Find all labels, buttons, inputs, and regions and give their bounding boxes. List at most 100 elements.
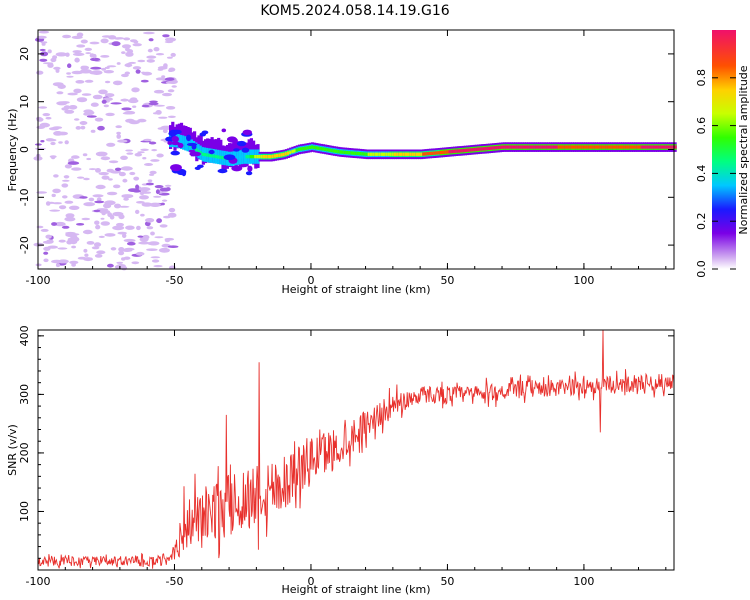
ridge-cell-core: [616, 145, 620, 149]
noise-blob: [81, 93, 92, 96]
ridge-cell-core: [297, 147, 302, 151]
onset-blob: [247, 165, 253, 172]
ridge-cell-core: [583, 145, 588, 149]
noise-blob: [67, 92, 78, 96]
noise-blob: [137, 235, 144, 238]
ridge-cell-core: [315, 146, 319, 150]
noise-blob: [117, 231, 127, 235]
ridge-cell-core: [540, 145, 544, 149]
x-tick-label: 0: [307, 274, 314, 287]
noise-blob: [155, 77, 166, 81]
noise-blob: [98, 89, 108, 95]
ridge-cell-core: [245, 155, 249, 159]
ridge-cell-core: [446, 150, 450, 154]
ridge-cell-core: [610, 145, 614, 149]
ridge-cell-core: [634, 145, 638, 149]
ridge-cell-core: [614, 145, 618, 149]
noise-blob: [89, 53, 95, 58]
ridge-cell-core: [557, 145, 561, 149]
ridge-cell-core: [210, 154, 214, 158]
noise-blob: [168, 207, 176, 213]
ridge-cell-core: [664, 145, 668, 149]
noise-blob: [71, 167, 82, 171]
ridge-cell-core: [300, 147, 304, 151]
spectrogram-marks: [33, 30, 677, 271]
noise-blob: [88, 168, 97, 171]
ridge-cell-core: [590, 145, 594, 149]
noise-blob: [114, 203, 121, 209]
noise-blob: [96, 197, 102, 202]
noise-blob: [72, 50, 82, 54]
noise-blob: [66, 72, 71, 75]
noise-blob: [65, 52, 70, 57]
noise-blob: [40, 228, 49, 232]
colorbar-tick-label: 0.0: [695, 260, 708, 278]
noise-blob: [76, 32, 84, 37]
ridge-cell-core: [197, 149, 201, 153]
noise-blob: [39, 58, 48, 62]
noise-blob: [100, 217, 105, 220]
ridge-cell-core: [380, 152, 384, 156]
ridge-cell-core: [204, 153, 208, 157]
ridge-cell-core: [241, 155, 245, 159]
noise-blob: [132, 43, 142, 47]
noise-blob: [79, 196, 88, 199]
ridge-cell-core: [321, 147, 326, 151]
ridge-cell-core: [549, 145, 553, 149]
y-tick-label: 200: [18, 442, 31, 463]
noise-blob: [51, 222, 58, 226]
noise-blob: [121, 73, 129, 78]
noise-blob: [48, 138, 57, 142]
ridge-cell-core: [398, 152, 402, 156]
onset-blob: [208, 149, 215, 155]
noise-blob: [84, 253, 89, 257]
ridge-cell-core: [570, 145, 574, 149]
noise-blob: [125, 149, 133, 152]
noise-blob: [146, 226, 154, 230]
ridge-cell-core: [444, 150, 448, 154]
noise-blob: [167, 245, 179, 248]
noise-blob: [92, 94, 103, 100]
ridge-cell-core: [201, 152, 205, 156]
noise-blob: [76, 44, 86, 48]
noise-blob: [162, 129, 168, 134]
ridge-cell-core: [249, 155, 253, 159]
noise-blob: [128, 61, 137, 64]
ridge-cell-core: [247, 155, 251, 159]
noise-blob: [83, 257, 93, 262]
ridge-cell-core: [343, 150, 347, 154]
ridge-cell-core: [551, 145, 555, 149]
noise-blob: [155, 53, 165, 56]
spectrogram-x-ticks: -100 -50 0 50 100: [26, 30, 667, 287]
noise-blob: [149, 202, 161, 207]
noise-blob: [116, 222, 124, 227]
noise-blob: [151, 259, 160, 263]
spectrogram-y-label: Frequency (Hz): [6, 109, 19, 192]
ridge-cell-core: [656, 145, 660, 149]
noise-blob: [57, 84, 66, 89]
ridge-cell-core: [354, 151, 358, 155]
noise-blob: [120, 155, 128, 160]
ridge-cell-core: [455, 149, 459, 153]
noise-blob: [110, 102, 122, 105]
ridge-cell-core: [566, 145, 570, 149]
noise-blob: [98, 172, 109, 176]
noise-blob: [154, 236, 164, 239]
ridge-cell-core: [531, 145, 535, 149]
onset-blob: [223, 154, 236, 161]
noise-blob: [42, 113, 51, 117]
ridge-cell-core: [586, 145, 590, 149]
ridge-cell-core: [273, 154, 277, 158]
ridge-cell-core: [217, 155, 221, 159]
noise-blob: [153, 47, 160, 52]
noise-blob: [69, 260, 79, 265]
noise-blob: [100, 38, 109, 44]
noise-blob: [116, 62, 121, 65]
noise-blob: [125, 51, 134, 57]
colorbar: 0.0 0.2 0.4 0.6 0.8 Normalized spectral ampl…: [695, 30, 750, 278]
noise-blob: [146, 55, 157, 59]
ridge-cell-core: [662, 145, 666, 149]
ridge-cell-core: [538, 145, 542, 149]
ridge-cell-core: [339, 150, 343, 154]
